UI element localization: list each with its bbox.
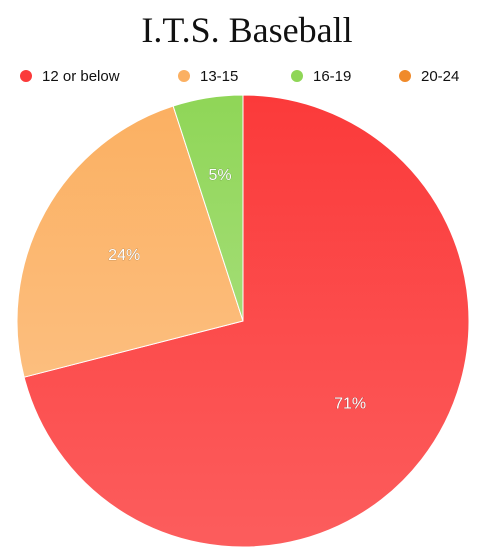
legend-label-13-15: 13-15 — [200, 67, 239, 85]
pie-slice-12-or-below[interactable] — [23, 94, 470, 548]
legend-item-12-or-below[interactable]: 12 or below — [20, 66, 120, 86]
legend-swatch-12-or-below — [20, 70, 32, 82]
legend: 12 or below 13-15 16-19 20-24 — [0, 66, 494, 86]
slice-label-12-or-below: 71% — [334, 395, 366, 412]
legend-label-16-19: 16-19 — [313, 67, 352, 85]
legend-item-20-24[interactable]: 20-24 — [399, 66, 459, 86]
chart-title: I.T.S. Baseball — [141, 10, 353, 50]
legend-item-16-19[interactable]: 16-19 — [291, 66, 351, 86]
legend-swatch-16-19 — [291, 70, 303, 82]
slice-label-13-15: 24% — [108, 247, 140, 264]
legend-item-13-15[interactable]: 13-15 — [178, 66, 238, 86]
legend-swatch-20-24 — [399, 70, 411, 82]
slice-label-16-19: 5% — [208, 167, 231, 184]
legend-label-12-or-below: 12 or below — [42, 67, 120, 85]
legend-swatch-13-15 — [178, 70, 190, 82]
legend-label-20-24: 20-24 — [421, 67, 460, 85]
pie-slice-16-19[interactable] — [172, 94, 244, 322]
pie-slice-13-15[interactable] — [16, 105, 244, 378]
